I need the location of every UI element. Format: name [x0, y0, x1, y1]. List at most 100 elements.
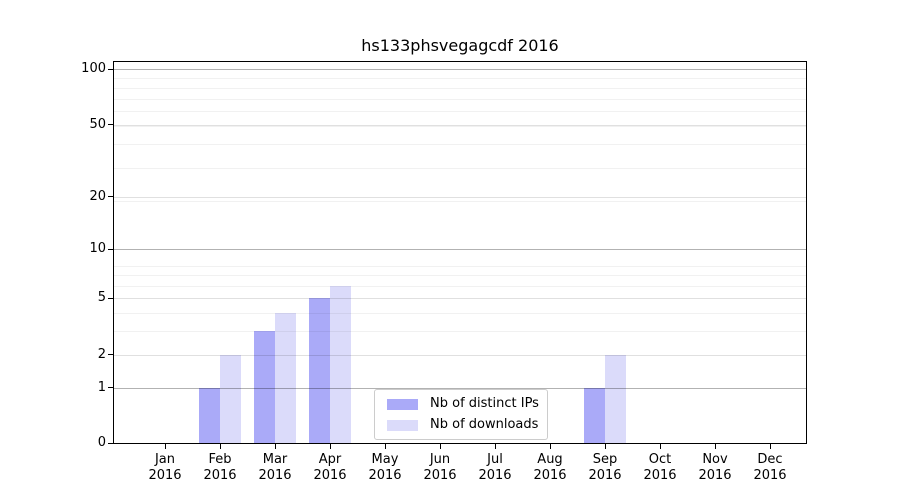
- grid-layer: [114, 62, 806, 443]
- bar-downloads-sep-2016: [605, 354, 626, 443]
- y-tick-label: 50: [89, 116, 106, 132]
- gridline-1: [114, 387, 806, 389]
- gridline-minor: [114, 275, 806, 276]
- gridline-10: [114, 249, 806, 251]
- bar-distinct-ips-feb-2016: [199, 387, 220, 443]
- gridline-minor: [114, 87, 806, 89]
- legend: Nb of distinct IPs Nb of downloads: [374, 389, 548, 440]
- x-tick-year: 2016: [148, 468, 182, 483]
- legend-label-distinct-ips: Nb of distinct IPs: [430, 396, 539, 411]
- gridline-minor: [114, 126, 806, 128]
- y-tick-mark: [108, 248, 113, 250]
- x-tick-mark: [385, 444, 386, 449]
- gridline-20: [114, 196, 806, 198]
- y-tick-label: 100: [81, 60, 106, 76]
- gridline-2: [114, 354, 806, 356]
- gridline-minor: [114, 265, 806, 267]
- x-tick-year: 2016: [588, 468, 622, 483]
- x-tick-mark: [770, 444, 771, 449]
- gridline-minor: [114, 313, 806, 315]
- y-tick-mark: [108, 124, 113, 125]
- x-tick-month: Jul: [487, 452, 503, 467]
- gridline-minor: [114, 167, 806, 169]
- x-tick-label: Jun 2016: [408, 452, 472, 484]
- x-tick-year: 2016: [533, 468, 567, 483]
- legend-swatch-distinct-ips: [387, 398, 418, 410]
- x-tick-mark: [220, 444, 221, 449]
- legend-swatch-downloads: [387, 419, 418, 431]
- legend-label-downloads: Nb of downloads: [430, 417, 539, 432]
- x-tick-month: Jun: [429, 452, 451, 467]
- x-tick-year: 2016: [643, 468, 677, 483]
- x-tick-label: Jan 2016: [133, 452, 197, 484]
- x-tick-label: May 2016: [353, 452, 417, 484]
- y-tick-label: 5: [97, 290, 106, 306]
- legend-item-downloads: Nb of downloads: [387, 417, 539, 433]
- bar-distinct-ips-sep-2016: [584, 387, 605, 443]
- x-tick-mark: [715, 444, 716, 449]
- x-tick-label: Aug 2016: [518, 452, 582, 484]
- gridline-50: [114, 124, 806, 126]
- bar-distinct-ips-mar-2016: [254, 331, 275, 443]
- y-tick-mark: [108, 68, 113, 70]
- x-tick-month: Aug: [537, 452, 563, 467]
- x-tick-label: Dec 2016: [738, 452, 802, 484]
- x-tick-year: 2016: [698, 468, 732, 483]
- x-tick-month: Jan: [154, 452, 176, 467]
- x-tick-label: Jul 2016: [463, 452, 527, 484]
- x-tick-mark: [660, 444, 661, 449]
- y-tick-mark: [108, 387, 113, 389]
- bar-distinct-ips-apr-2016: [309, 298, 330, 443]
- gridline-minor: [114, 200, 806, 202]
- gridline-minor: [114, 144, 806, 146]
- x-tick-month: Apr: [318, 452, 342, 467]
- x-tick-label: Oct 2016: [628, 452, 692, 484]
- gridline-100: [114, 69, 806, 70]
- x-tick-mark: [495, 444, 496, 449]
- y-tick-mark: [108, 196, 113, 198]
- x-tick-label: Feb 2016: [188, 452, 252, 484]
- bar-downloads-apr-2016: [330, 285, 351, 443]
- y-tick-label: 0: [97, 435, 106, 450]
- x-tick-label: Apr 2016: [298, 452, 362, 484]
- x-tick-year: 2016: [753, 468, 787, 483]
- x-tick-label: Nov 2016: [683, 452, 747, 484]
- x-tick-mark: [605, 444, 606, 449]
- x-tick-year: 2016: [423, 468, 457, 483]
- y-tick-label: 20: [89, 188, 106, 204]
- gridline-minor: [114, 285, 806, 287]
- gridline-minor: [114, 98, 806, 100]
- x-tick-month: Oct: [648, 452, 672, 467]
- x-tick-year: 2016: [313, 468, 347, 483]
- gridline-minor: [114, 111, 806, 113]
- x-tick-mark: [275, 444, 276, 449]
- x-tick-year: 2016: [258, 468, 292, 483]
- y-tick-mark: [108, 354, 113, 356]
- y-tick-label: 1: [97, 379, 106, 395]
- y-tick-label: 2: [97, 346, 106, 362]
- x-tick-month: Sep: [592, 452, 618, 467]
- x-tick-mark: [165, 444, 166, 449]
- x-tick-month: Nov: [702, 452, 728, 467]
- y-tick-mark: [108, 297, 113, 299]
- x-tick-label: Mar 2016: [243, 452, 307, 484]
- legend-item-distinct-ips: Nb of distinct IPs: [387, 396, 539, 412]
- x-tick-mark: [330, 444, 331, 449]
- y-tick-mark: [108, 442, 113, 444]
- x-tick-year: 2016: [203, 468, 237, 483]
- plot-area: Nb of distinct IPs Nb of downloads: [113, 61, 807, 444]
- gridline-minor: [114, 331, 806, 333]
- x-tick-month: Dec: [757, 452, 783, 467]
- x-tick-mark: [440, 444, 441, 449]
- x-tick-month: Mar: [262, 452, 288, 467]
- chart-title: hs133phsvegagcdf 2016: [361, 36, 559, 55]
- x-tick-year: 2016: [478, 468, 512, 483]
- x-tick-year: 2016: [368, 468, 402, 483]
- bar-downloads-mar-2016: [275, 313, 296, 443]
- gridline-minor: [114, 78, 806, 80]
- x-tick-mark: [550, 444, 551, 449]
- gridline-5: [114, 298, 806, 300]
- y-tick-label: 10: [89, 241, 106, 257]
- x-tick-label: Sep 2016: [573, 452, 637, 484]
